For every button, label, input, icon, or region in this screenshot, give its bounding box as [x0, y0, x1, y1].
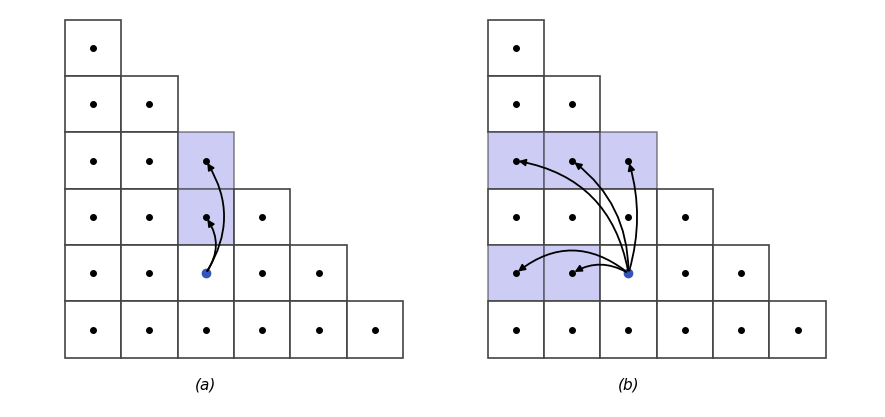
Bar: [178, 301, 234, 358]
Bar: [488, 20, 544, 76]
Bar: [488, 245, 544, 301]
Bar: [121, 245, 178, 301]
Bar: [234, 189, 290, 245]
Bar: [178, 189, 234, 245]
Bar: [544, 245, 600, 301]
Bar: [488, 189, 544, 245]
Bar: [234, 245, 290, 301]
Bar: [600, 301, 657, 358]
Bar: [234, 301, 290, 358]
Bar: [713, 245, 769, 301]
Bar: [65, 76, 121, 133]
Bar: [65, 189, 121, 245]
Bar: [488, 133, 544, 189]
Bar: [290, 245, 347, 301]
Bar: [121, 76, 178, 133]
Bar: [657, 301, 713, 358]
Bar: [178, 133, 234, 189]
Bar: [713, 301, 769, 358]
Bar: [65, 301, 121, 358]
Bar: [544, 301, 600, 358]
Bar: [544, 76, 600, 133]
Bar: [600, 245, 657, 301]
Bar: [488, 76, 544, 133]
Bar: [544, 133, 600, 189]
Bar: [121, 133, 178, 189]
Bar: [769, 301, 826, 358]
Bar: [290, 301, 347, 358]
Bar: [65, 245, 121, 301]
Bar: [657, 189, 713, 245]
Bar: [600, 133, 657, 189]
Bar: [65, 133, 121, 189]
Text: (b): (b): [618, 377, 639, 392]
Bar: [544, 189, 600, 245]
Bar: [65, 20, 121, 76]
Bar: [488, 301, 544, 358]
Bar: [347, 301, 403, 358]
Bar: [600, 189, 657, 245]
Bar: [657, 245, 713, 301]
Text: (a): (a): [195, 377, 217, 392]
Bar: [121, 301, 178, 358]
Bar: [121, 189, 178, 245]
Bar: [178, 245, 234, 301]
